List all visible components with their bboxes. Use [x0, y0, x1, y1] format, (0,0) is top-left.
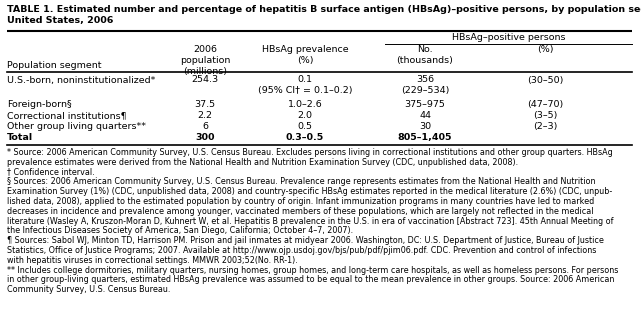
Text: Community Survey, U.S. Census Bureau.: Community Survey, U.S. Census Bureau. [7, 285, 171, 294]
Text: TABLE 1. Estimated number and percentage of hepatitis B surface antigen (HBsAg)–: TABLE 1. Estimated number and percentage… [7, 5, 641, 14]
Text: * Source: 2006 American Community Survey, U.S. Census Bureau. Excludes persons l: * Source: 2006 American Community Survey… [7, 148, 613, 157]
Text: Population segment: Population segment [7, 60, 101, 70]
Text: 30: 30 [419, 122, 431, 131]
Text: No.
(thousands): No. (thousands) [397, 45, 453, 65]
Text: 356: 356 [416, 75, 434, 84]
Text: 254.3: 254.3 [192, 75, 219, 84]
Text: HBsAg–positive persons: HBsAg–positive persons [452, 32, 565, 41]
Text: 375–975: 375–975 [404, 100, 445, 109]
Text: 2.0: 2.0 [297, 111, 313, 120]
Text: 2006
population
(millions): 2006 population (millions) [180, 45, 230, 76]
Text: 37.5: 37.5 [194, 100, 215, 109]
Text: literature (Wasley A, Kruszon-Moran D, Kuhnert W, et al. Hepatitis B prevalence : literature (Wasley A, Kruszon-Moran D, K… [7, 217, 613, 226]
Text: lished data, 2008), applied to the estimated population by country of origin. In: lished data, 2008), applied to the estim… [7, 197, 594, 206]
Text: 300: 300 [196, 133, 215, 142]
Text: Statistics, Office of Justice Programs; 2007. Available at http://www.ojp.usdoj.: Statistics, Office of Justice Programs; … [7, 246, 596, 255]
Text: Foreign-born§: Foreign-born§ [7, 100, 72, 109]
Text: (2–3): (2–3) [533, 122, 557, 131]
Text: (229–534): (229–534) [401, 86, 449, 95]
Text: decreases in incidence and prevalence among younger, vaccinated members of these: decreases in incidence and prevalence am… [7, 207, 594, 216]
Text: Correctional institutions¶: Correctional institutions¶ [7, 111, 126, 120]
Text: Examination Survey (1%) (CDC, unpublished data, 2008) and country-specific HBsAg: Examination Survey (1%) (CDC, unpublishe… [7, 187, 612, 196]
Text: 0.1: 0.1 [297, 75, 313, 84]
Text: U.S.-born, noninstitutionalized*: U.S.-born, noninstitutionalized* [7, 75, 155, 84]
Text: (3–5): (3–5) [533, 111, 557, 120]
Text: † Confidence interval.: † Confidence interval. [7, 168, 95, 177]
Text: (30–50): (30–50) [527, 75, 563, 84]
Text: 0.5: 0.5 [297, 122, 313, 131]
Text: Total: Total [7, 133, 33, 142]
Text: United States, 2006: United States, 2006 [7, 16, 113, 25]
Text: 805–1,405: 805–1,405 [398, 133, 453, 142]
Text: prevalence estimates were derived from the National Health and Nutrition Examina: prevalence estimates were derived from t… [7, 158, 518, 167]
Text: 0.3–0.5: 0.3–0.5 [286, 133, 324, 142]
Text: Other group living quarters**: Other group living quarters** [7, 122, 146, 131]
Text: the Infectious Diseases Society of America, San Diego, California; October 4–7, : the Infectious Diseases Society of Ameri… [7, 226, 353, 235]
Text: with hepatitis viruses in correctional settings. MMWR 2003;52(No. RR-1).: with hepatitis viruses in correctional s… [7, 256, 298, 265]
Text: ** Includes college dormitories, military quarters, nursing homes, group homes, : ** Includes college dormitories, militar… [7, 265, 619, 274]
Text: (95% CI† = 0.1–0.2): (95% CI† = 0.1–0.2) [258, 86, 353, 95]
Text: (%): (%) [537, 45, 553, 54]
Text: ¶ Sources: Sabol WJ, Minton TD, Harrison PM. Prison and jail inmates at midyear : ¶ Sources: Sabol WJ, Minton TD, Harrison… [7, 236, 604, 245]
Text: HBsAg prevalence
(%): HBsAg prevalence (%) [262, 45, 348, 65]
Text: 6: 6 [202, 122, 208, 131]
Text: 44: 44 [419, 111, 431, 120]
Text: (47–70): (47–70) [527, 100, 563, 109]
Text: in other group-living quarters, estimated HBsAg prevalence was assumed to be equ: in other group-living quarters, estimate… [7, 275, 614, 284]
Text: § Sources: 2006 American Community Survey, U.S. Census Bureau. Prevalence range : § Sources: 2006 American Community Surve… [7, 178, 595, 187]
Text: 1.0–2.6: 1.0–2.6 [288, 100, 322, 109]
Text: 2.2: 2.2 [197, 111, 213, 120]
